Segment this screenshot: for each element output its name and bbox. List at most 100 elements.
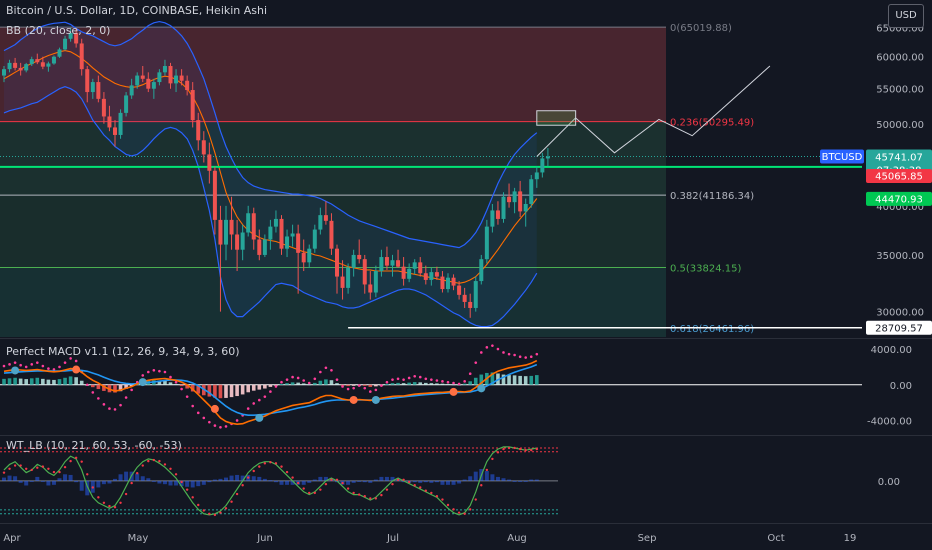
candle-body [185, 80, 190, 91]
wt2-dot [291, 476, 294, 479]
candle-body [235, 234, 240, 250]
wt-histogram-bar [251, 476, 256, 481]
candle-body [24, 64, 29, 71]
wt2-dot [230, 500, 233, 503]
wt2-dot [346, 487, 350, 490]
wt-histogram-bar [323, 476, 328, 481]
macd-histogram-bar [102, 384, 106, 391]
wt-histogram-bar [168, 480, 173, 486]
macd-osc-dot [208, 420, 211, 424]
time-axis[interactable]: Apr May Jun Jul Aug Sep Oct 19 [3, 533, 856, 544]
macd-osc-dot [463, 380, 466, 383]
fib-level-label: 0.618(26461.96) [670, 324, 754, 335]
candle-body [46, 63, 51, 67]
candle-body [124, 95, 129, 113]
candle-body [140, 75, 145, 79]
price-tick-label: 30000.00 [876, 308, 924, 319]
candle-body [351, 254, 356, 268]
time-tick-label: Jul [386, 533, 399, 544]
candle-body [529, 179, 534, 204]
fib-level-label: 0.5(33824.15) [670, 263, 742, 274]
wt-histogram-bar [96, 480, 101, 488]
macd-histogram-bar [490, 372, 495, 385]
wavetrend-pane[interactable] [0, 446, 932, 524]
wt-histogram-bar [113, 478, 117, 481]
bb-upper-tag: 45065.85 [875, 171, 923, 182]
macd-histogram-bar [451, 384, 456, 386]
candle-body [113, 127, 117, 135]
wt2-dot [69, 459, 72, 463]
candle-body [418, 262, 423, 274]
wt2-dot [241, 484, 244, 487]
wt-histogram-bar [74, 480, 79, 483]
macd-osc-dot [169, 375, 172, 379]
macd-osc-dot [2, 364, 6, 368]
wt-histogram-bar [351, 480, 356, 483]
wt2-dot [380, 493, 383, 497]
macd-osc-dot [185, 395, 189, 398]
wt2-dot [252, 469, 255, 473]
candle-body [168, 66, 173, 84]
wt2-dot [191, 496, 194, 499]
macd-osc-dot [108, 407, 111, 410]
candle-body [85, 69, 90, 93]
candle-body [74, 32, 79, 44]
candle-body [396, 260, 401, 267]
wt2-dot [419, 486, 422, 489]
wt2-dot [446, 503, 450, 507]
wt-histogram-bar [362, 480, 367, 483]
candle-body [390, 260, 395, 266]
wt-histogram-bar [85, 480, 90, 496]
wt2-dot [308, 491, 311, 495]
macd-osc-dot [58, 365, 61, 369]
macd-osc-dot [147, 370, 150, 374]
currency-badge[interactable]: USD [888, 4, 924, 28]
wt2-dot [280, 465, 283, 468]
wt2-dot [147, 459, 150, 463]
candle-body [262, 239, 267, 255]
macd-histogram-bar [468, 381, 472, 385]
fib-zone [0, 267, 666, 337]
macd-cross-marker [72, 365, 81, 374]
macd-osc-dot [213, 424, 217, 427]
macd-osc-dot [313, 377, 317, 381]
wt-histogram-bar [312, 479, 317, 481]
macd-histogram-bar [296, 382, 300, 385]
wt-histogram-bar [373, 479, 378, 481]
macd-cross-marker [349, 395, 358, 404]
price-axis[interactable]: 30000.0035000.0040000.0045000.0050000.00… [820, 23, 932, 488]
wt-histogram-bar [318, 476, 323, 481]
candle-body [518, 191, 523, 212]
wt-histogram-bar [368, 480, 373, 483]
wt-histogram-bar [440, 480, 445, 485]
macd-osc-dot [407, 376, 411, 380]
wt-histogram-bar [2, 477, 6, 481]
macd-osc-dot [352, 386, 355, 390]
macd-histogram-bar [174, 383, 178, 385]
main-price-pane[interactable]: 0(65019.88) 0.236(50295.49) 0.382(41186.34… [0, 20, 932, 339]
macd-histogram-bar [351, 384, 356, 386]
wt2-dot [269, 461, 272, 464]
bb-lower-line [3, 86, 538, 328]
macd-osc-dot [163, 370, 167, 374]
candle-body [462, 294, 467, 302]
macd-osc-dot [235, 419, 239, 422]
wt2-dot [457, 511, 461, 514]
macd-osc-dot [8, 363, 11, 366]
wt2-dot [213, 513, 217, 517]
wt-histogram-bar [512, 480, 517, 482]
wt2-dot [202, 509, 205, 512]
candle-body [446, 277, 450, 290]
macd-histogram-bar [462, 383, 467, 385]
candle-body [407, 268, 412, 279]
candle-body [146, 78, 151, 89]
candle-body [7, 62, 12, 70]
wt2-dot [535, 447, 538, 451]
bb-legend: BB (20, close, 2, 0) [6, 24, 111, 37]
macd-osc-dot [174, 380, 178, 384]
macd-osc-dot [24, 365, 28, 369]
macd-pane[interactable] [0, 344, 932, 436]
macd-histogram-bar [385, 383, 389, 385]
wt-histogram-bar [101, 480, 106, 485]
